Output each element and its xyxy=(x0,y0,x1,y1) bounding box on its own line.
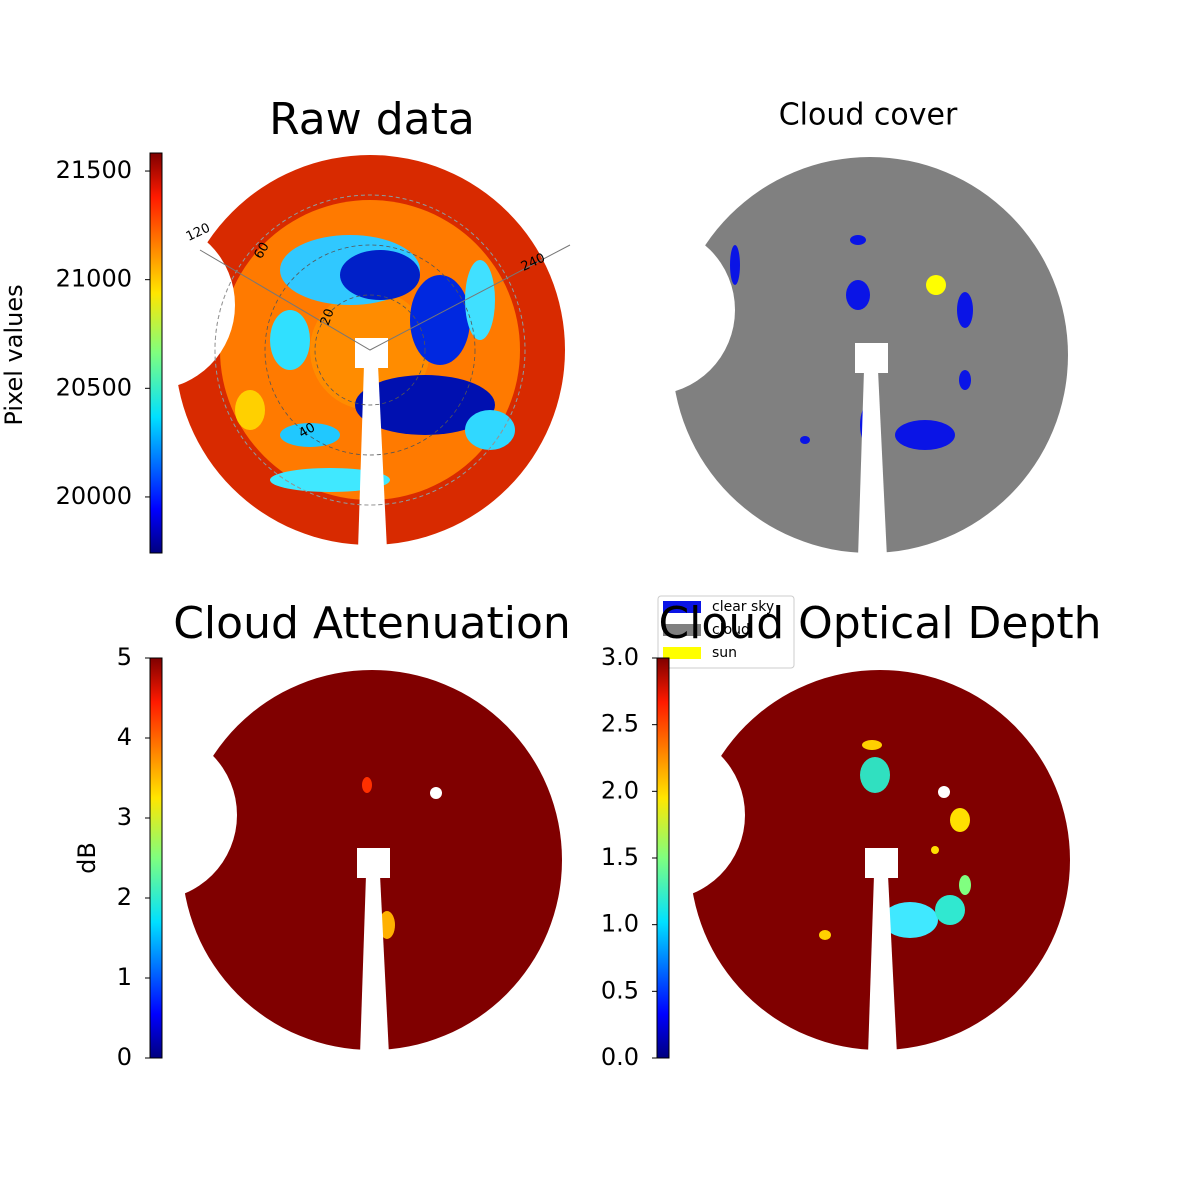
colorbar-tick-label: 20000 xyxy=(56,482,132,510)
colorbar-tick-label: 0.0 xyxy=(601,1043,639,1071)
image-patch xyxy=(270,468,390,492)
colorbar-tick-label: 5 xyxy=(117,643,132,671)
image-patch xyxy=(860,403,880,447)
image-patch xyxy=(882,902,938,938)
colorbar-tick-label: 1.5 xyxy=(601,843,639,871)
image-patch xyxy=(846,280,870,310)
image-patch xyxy=(355,375,495,435)
legend-label: clear sky xyxy=(712,599,774,615)
panel-title: Cloud cover xyxy=(779,98,958,133)
image-patch xyxy=(850,235,866,245)
colorbar xyxy=(656,657,670,1059)
image xyxy=(672,157,1068,553)
image-background xyxy=(690,670,1070,1050)
colorbar-tick-label: 21000 xyxy=(56,265,132,293)
image-background xyxy=(672,157,1068,553)
image-patch xyxy=(931,846,939,854)
image xyxy=(182,670,562,1050)
image-patch xyxy=(819,930,831,940)
image-patch xyxy=(430,787,442,799)
polar-spokes xyxy=(199,244,571,351)
legend-label: sun xyxy=(712,645,737,661)
image-patch xyxy=(926,275,946,295)
image-patch xyxy=(730,245,740,285)
legend-swatch xyxy=(663,601,701,613)
image-patch xyxy=(957,292,973,328)
colorbar-tick-label: 21500 xyxy=(56,156,132,184)
colorbar-label: dB xyxy=(73,842,101,874)
colorbar-label: Pixel values xyxy=(0,284,28,425)
image-patch xyxy=(270,310,310,370)
image-patch xyxy=(465,260,495,340)
colorbar-tick-label: 2.0 xyxy=(601,776,639,804)
legend-label: cloud xyxy=(712,622,750,638)
colorbar-tick-label: 0.5 xyxy=(601,976,639,1004)
image-patch xyxy=(895,420,955,450)
image-patch xyxy=(235,390,265,430)
colorbar-tick-label: 3.0 xyxy=(601,643,639,671)
colorbar-tick-label: 1.0 xyxy=(601,910,639,938)
colorbar-tick-label: 20500 xyxy=(56,373,132,401)
legend-swatch xyxy=(663,647,701,659)
panel-title: Cloud Optical Depth xyxy=(658,598,1101,649)
image-patch xyxy=(410,275,470,365)
image-patch xyxy=(465,410,515,450)
image-background xyxy=(182,670,562,1050)
polar-ring xyxy=(214,194,526,506)
image-patch xyxy=(959,370,971,390)
colorbar-tick-label: 3 xyxy=(117,803,132,831)
image-patch xyxy=(950,808,970,832)
colorbar-tick-label: 1 xyxy=(117,963,132,991)
image-patch xyxy=(860,757,890,793)
image-patch xyxy=(935,895,965,925)
colorbar xyxy=(149,152,163,554)
panel-title: Raw data xyxy=(269,94,475,145)
image-patch xyxy=(862,740,882,750)
colorbar xyxy=(149,657,163,1059)
polar-label: 40 xyxy=(296,420,318,441)
image-patch xyxy=(379,911,395,939)
image-patch xyxy=(340,250,420,300)
image xyxy=(690,670,1070,1050)
colorbar-tick-label: 4 xyxy=(117,723,132,751)
image-patch xyxy=(800,436,810,444)
image-patch xyxy=(362,777,372,793)
polar-ring xyxy=(264,244,476,456)
panel-title: Cloud Attenuation xyxy=(173,598,571,649)
colorbar-tick-label: 0 xyxy=(117,1043,132,1071)
image-patch xyxy=(280,423,340,447)
image-patch xyxy=(959,875,971,895)
colorbar-tick-label: 2.5 xyxy=(601,710,639,738)
polar-label: 60 xyxy=(252,240,273,262)
polar-label: 20 xyxy=(318,307,338,328)
colorbar-tick-label: 2 xyxy=(117,883,132,911)
image-patch xyxy=(938,786,950,798)
polar-ring xyxy=(314,294,426,406)
legend-swatch xyxy=(663,624,701,636)
